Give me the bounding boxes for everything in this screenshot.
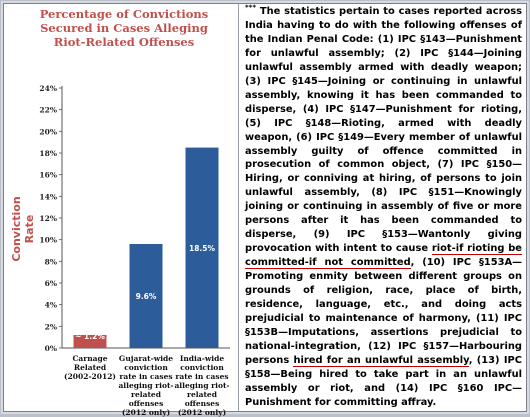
y-tick-label: 2% [45,322,57,331]
bar-2 [129,244,163,348]
y-tick-label: 6% [45,279,57,288]
chart-title: Percentage of Convictions Secured in Cas… [39,7,209,49]
bar-chart: 0% 2% 4% 6% 8% 10% 12% 14% 16% 18% 20% 22% 24% ~ 1.2%… [39,84,230,353]
y-tick-label: 24% [39,84,57,93]
notes-panel: *** The statistics pertain to cases repo… [241,4,524,409]
data-label-1: ~ 1.2% [75,332,105,341]
y-tick-label: 12% [39,214,57,223]
y-tick-label: 16% [39,171,57,180]
notes-text-3: , (13) IPC §158—Being hired to take part… [245,354,522,408]
notes-underlined-2: hired for an unlawful assembly [293,354,469,367]
y-tick-label: 20% [39,127,57,136]
notes-text-2: , (10) IPC §153A—Promoting enmity betwee… [245,257,523,366]
y-tick-label: 18% [39,149,57,158]
footnote-marker: *** [245,3,256,12]
y-tick-label: 14% [39,192,57,201]
x-category-label-1: Carnage Related (2002-2012) [64,354,116,381]
data-label-2: 9.6% [136,292,157,301]
notes-underlined-1: riot-if rioting be committed-if not comm… [245,243,522,270]
y-tick-label: 22% [39,106,57,115]
notes-text-1: The statistics pertain to cases reported… [245,6,522,255]
figure-frame: Percentage of Convictions Secured in Cas… [3,3,527,417]
y-tick-label: 8% [45,257,57,266]
x-category-label-2: Gujarat-wide conviction rate in cases al… [118,354,174,417]
y-tick-label: 10% [39,236,57,245]
bar-1 [73,335,107,348]
x-category-label-3: India-wide conviction rate in cases alle… [174,354,230,417]
data-label-3: 18.5% [189,244,216,253]
bar-3 [185,147,219,348]
chart-panel: Percentage of Convictions Secured in Cas… [4,4,239,417]
y-tick-label: 4% [45,301,57,310]
y-tick-label: 0% [45,344,57,353]
